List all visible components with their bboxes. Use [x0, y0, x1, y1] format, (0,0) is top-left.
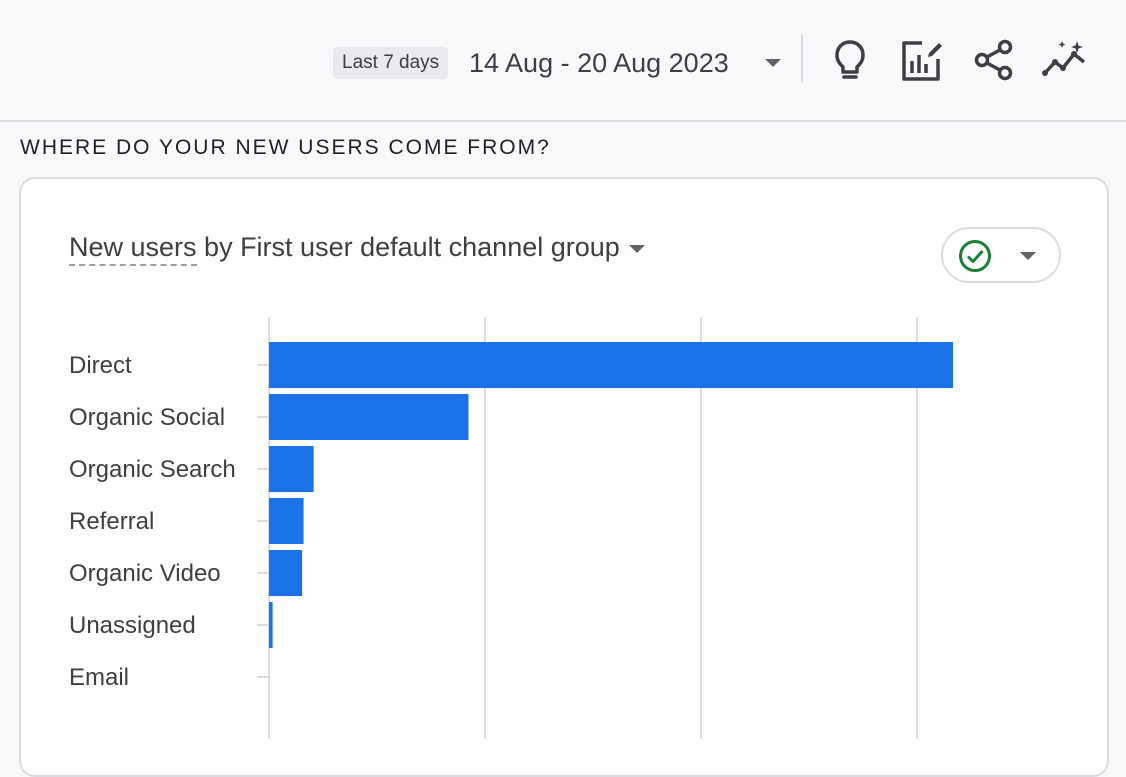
comparison-dropdown[interactable] — [941, 227, 1061, 283]
category-label: Referral — [69, 508, 154, 535]
check-circle-icon — [959, 240, 991, 272]
category-label: Direct — [69, 352, 132, 379]
card-title[interactable]: New users by First user default channel … — [69, 229, 648, 266]
chevron-down-icon[interactable] — [762, 52, 784, 74]
bar[interactable] — [269, 498, 304, 544]
bar[interactable] — [269, 394, 469, 440]
bar[interactable] — [269, 602, 273, 648]
bar[interactable] — [269, 446, 314, 492]
category-label: Organic Video — [69, 560, 221, 587]
chevron-down-icon — [1020, 252, 1036, 260]
category-label: Email — [69, 664, 129, 691]
date-range-chip[interactable]: Last 7 days — [333, 47, 449, 79]
toolbar-divider — [801, 34, 803, 82]
share-icon[interactable] — [971, 37, 1017, 83]
metric-label[interactable]: New users — [69, 232, 197, 266]
section-heading: WHERE DO YOUR NEW USERS COME FROM? — [20, 136, 551, 159]
customize-report-icon[interactable] — [898, 37, 944, 83]
dimension-label: by First user default channel group — [196, 232, 620, 262]
date-range-text[interactable]: 14 Aug - 20 Aug 2023 — [469, 48, 729, 78]
bar[interactable] — [269, 550, 303, 596]
category-label: Unassigned — [69, 612, 196, 639]
bar-chart: Direct Organic Social Organic Search Referr… — [69, 317, 953, 739]
lightbulb-icon[interactable] — [827, 37, 873, 83]
category-label: Organic Search — [69, 456, 236, 483]
category-label: Organic Social — [69, 404, 225, 431]
report-header: Last 7 days 14 Aug - 20 Aug 2023 — [0, 0, 1126, 122]
acquisition-card: New users by First user default channel … — [19, 177, 1109, 777]
insights-icon[interactable] — [1042, 37, 1088, 83]
bar[interactable] — [269, 342, 953, 388]
chevron-down-icon[interactable] — [626, 238, 648, 260]
